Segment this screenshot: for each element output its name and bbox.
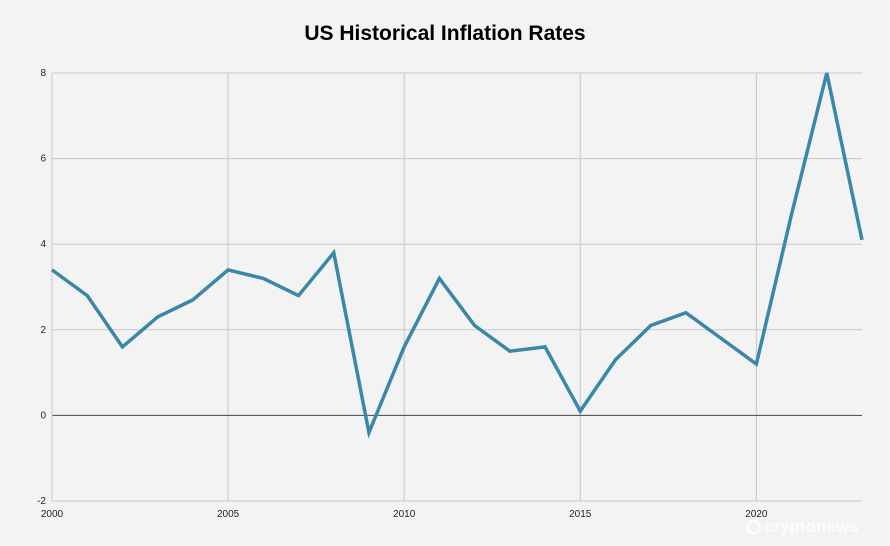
cryptonews-logo-icon (746, 519, 761, 535)
x-tick-label: 2015 (569, 509, 592, 520)
series-group (50, 72, 864, 439)
grid-lines (51, 72, 862, 502)
chart-title: US Historical Inflation Rates (304, 22, 586, 45)
x-tick-label: 2005 (217, 509, 240, 520)
axes (51, 73, 862, 502)
x-tick-label: 2010 (393, 509, 416, 520)
y-tick-label: 2 (40, 325, 46, 336)
tick-labels: -2 0 2 4 6 8 2000 2005 2010 2015 2020 (37, 68, 768, 520)
series-line (50, 72, 864, 439)
y-tick-label: -2 (37, 496, 46, 507)
watermark: cryptonews (746, 517, 858, 537)
x-tick-label: 2000 (41, 509, 64, 520)
watermark-text: cryptonews (764, 517, 859, 536)
y-tick-label: 6 (40, 154, 46, 165)
y-tick-label: 0 (40, 410, 46, 421)
y-tick-label: 4 (40, 239, 46, 250)
x-tick-label: 2020 (745, 509, 768, 520)
y-tick-label: 8 (40, 68, 46, 79)
